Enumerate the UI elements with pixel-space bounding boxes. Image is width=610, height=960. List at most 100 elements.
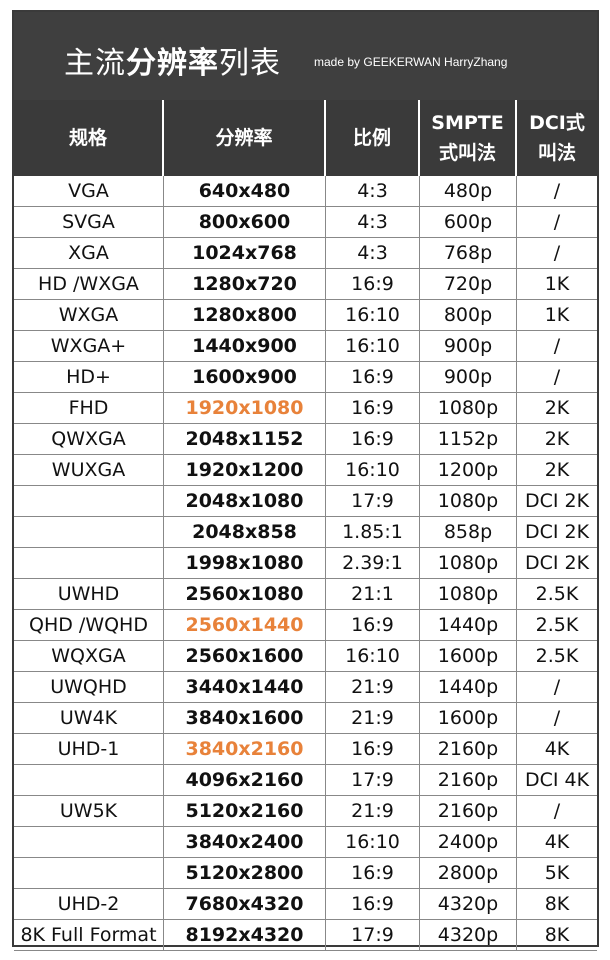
table-row: 2048x1080 17:9 1080p DCI 2K [14,486,597,517]
cell-ratio: 16:9 [326,734,420,764]
header-resolution: 分辨率 [164,100,326,176]
cell-resolution: 5120x2800 [164,858,326,888]
cell-spec: 8K Full Format [14,920,164,950]
cell-ratio: 1.85:1 [326,517,420,547]
cell-resolution: 1024x768 [164,238,326,268]
cell-dci: 4K [544,831,570,853]
cell-ratio: 16:9 [326,610,420,640]
table-row: UWHD 2560x1080 21:1 1080p 2.5K [14,579,597,610]
cell-dci: / [553,366,561,388]
table-row: 1998x1080 2.39:1 1080p DCI 2K [14,548,597,579]
cell-ratio: 16:10 [326,300,420,330]
cell-spec: UHD-2 [14,889,164,919]
cell-smpte: 768p [420,238,517,268]
title-part-3: 列表 [219,46,281,81]
cell-ratio: 4:3 [326,238,420,268]
cell-resolution: 2048x1152 [164,424,326,454]
cell-resolution: 3840x2160 [164,734,326,764]
title-credit: made by GEEKERWAN HarryZhang [314,55,508,69]
cell-resolution: 2048x1080 [164,486,326,516]
cell-smpte: 800p [420,300,517,330]
cell-resolution: 640x480 [164,176,326,206]
cell-dci: DCI 2K [524,552,590,574]
cell-dci: / [553,800,561,822]
table-row: WXGA 1280x800 16:10 800p 1K [14,300,597,331]
cell-smpte: 2160p [420,734,517,764]
cell-ratio: 16:10 [326,331,420,361]
cell-resolution: 1280x720 [164,269,326,299]
cell-smpte: 1440p [420,610,517,640]
header-spec: 规格 [14,100,164,176]
cell-spec: UHD-1 [14,734,164,764]
cell-ratio: 17:9 [326,765,420,795]
title-bar: 主流分辨率列表 made by GEEKERWAN HarryZhang [14,12,597,100]
cell-smpte: 1600p [420,641,517,671]
cell-smpte: 1080p [420,486,517,516]
table-row: QHD /WQHD 2560x1440 16:9 1440p 2.5K [14,610,597,641]
cell-ratio: 16:9 [326,889,420,919]
cell-dci: DCI 2K [524,521,590,543]
cell-resolution: 1440x900 [164,331,326,361]
page-title: 主流分辨率列表 [64,38,281,82]
table-row: FHD 1920x1080 16:9 1080p 2K [14,393,597,424]
cell-smpte: 600p [420,207,517,237]
cell-dci: 8K [544,893,570,915]
table-row: UW4K 3840x1600 21:9 1600p / [14,703,597,734]
cell-spec [14,827,164,857]
cell-dci: 8K [544,924,570,946]
cell-ratio: 2.39:1 [326,548,420,578]
cell-resolution: 2560x1080 [164,579,326,609]
cell-smpte: 2160p [420,796,517,826]
cell-ratio: 21:9 [326,672,420,702]
cell-dci: 2.5K [535,614,579,636]
cell-spec: WXGA [14,300,164,330]
cell-spec [14,548,164,578]
cell-smpte: 2160p [420,765,517,795]
table-row: 4096x2160 17:9 2160p DCI 4K [14,765,597,796]
cell-resolution: 3440x1440 [164,672,326,702]
cell-resolution: 4096x2160 [164,765,326,795]
cell-spec [14,858,164,888]
cell-spec: XGA [14,238,164,268]
cell-spec [14,765,164,795]
cell-resolution: 800x600 [164,207,326,237]
cell-resolution: 1280x800 [164,300,326,330]
cell-resolution: 1600x900 [164,362,326,392]
cell-resolution: 8192x4320 [164,920,326,950]
cell-dci: 2K [544,428,570,450]
table-row: WQXGA 2560x1600 16:10 1600p 2.5K [14,641,597,672]
cell-resolution: 1998x1080 [164,548,326,578]
cell-dci: 2K [544,397,570,419]
cell-smpte: 1080p [420,579,517,609]
cell-ratio: 16:9 [326,424,420,454]
resolution-table-sheet: 主流分辨率列表 made by GEEKERWAN HarryZhang 规格 … [12,10,599,951]
cell-ratio: 16:10 [326,455,420,485]
cell-ratio: 21:1 [326,579,420,609]
table-row: SVGA 800x600 4:3 600p / [14,207,597,238]
table-row: WXGA+ 1440x900 16:10 900p / [14,331,597,362]
table-row: UHD-1 3840x2160 16:9 2160p 4K [14,734,597,765]
cell-smpte: 858p [420,517,517,547]
table-row: 3840x2400 16:10 2400p 4K [14,827,597,858]
cell-dci: / [553,335,561,357]
cell-dci: 2K [544,459,570,481]
header-ratio: 比例 [326,100,420,176]
cell-ratio: 16:10 [326,827,420,857]
cell-smpte: 4320p [420,889,517,919]
cell-dci: 1K [544,273,570,295]
cell-spec: FHD [14,393,164,423]
cell-resolution: 1920x1080 [164,393,326,423]
cell-dci: 2.5K [535,583,579,605]
cell-dci: / [553,180,561,202]
cell-spec: UWHD [14,579,164,609]
header-smpte: SMPTE 式叫法 [420,100,517,176]
cell-spec: SVGA [14,207,164,237]
title-part-1: 主流 [64,46,126,81]
table-row: HD+ 1600x900 16:9 900p / [14,362,597,393]
cell-dci: 4K [544,738,570,760]
table-row: 5120x2800 16:9 2800p 5K [14,858,597,889]
cell-dci: 1K [544,304,570,326]
cell-dci: / [553,211,561,233]
table-row: QWXGA 2048x1152 16:9 1152p 2K [14,424,597,455]
cell-ratio: 17:9 [326,920,420,950]
